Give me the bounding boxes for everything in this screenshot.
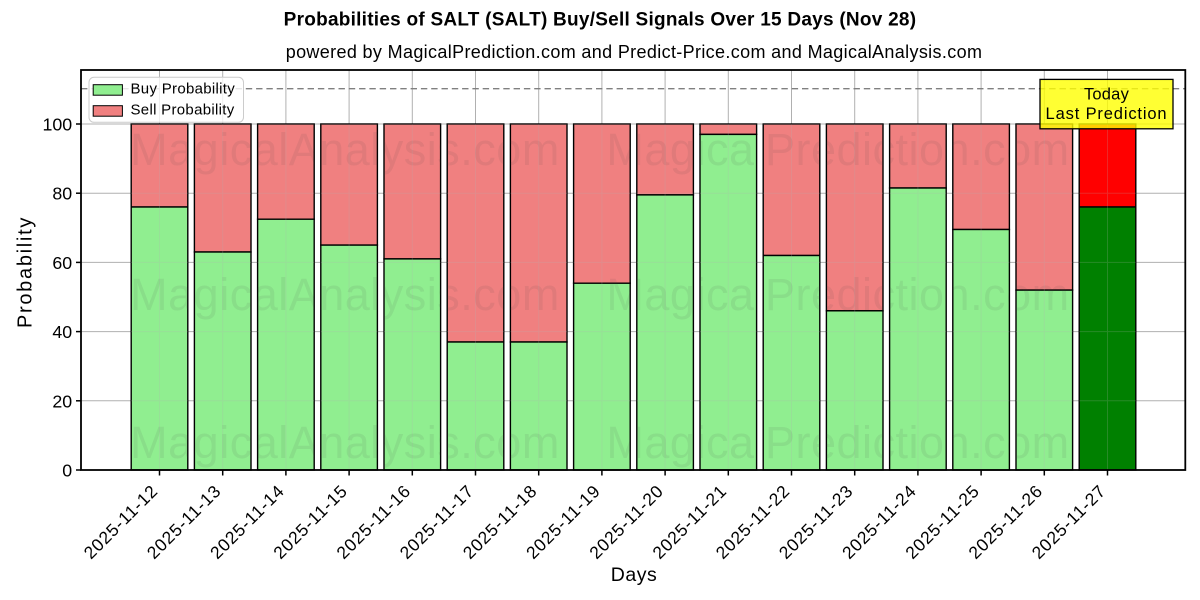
svg-text:MagicalAnalysis.com: MagicalAnalysis.com — [130, 417, 560, 468]
svg-text:40: 40 — [52, 322, 72, 342]
svg-text:Sell Probability: Sell Probability — [131, 102, 235, 119]
svg-text:MagicalPrediction.com: MagicalPrediction.com — [606, 124, 1069, 175]
svg-text:Probabilities of SALT (SALT) B: Probabilities of SALT (SALT) Buy/Sell Si… — [284, 9, 917, 30]
svg-text:Today: Today — [1084, 85, 1130, 103]
svg-text:0: 0 — [62, 461, 72, 481]
svg-text:MagicalAnalysis.com: MagicalAnalysis.com — [130, 124, 560, 175]
svg-text:powered by MagicalPrediction.c: powered by MagicalPrediction.com and Pre… — [286, 42, 983, 62]
svg-text:Buy Probability: Buy Probability — [131, 81, 236, 98]
svg-text:100: 100 — [43, 115, 73, 135]
svg-text:Last Prediction: Last Prediction — [1046, 105, 1168, 123]
svg-text:Days: Days — [611, 564, 657, 586]
svg-text:60: 60 — [52, 253, 72, 273]
svg-text:Probability: Probability — [15, 216, 37, 328]
svg-text:MagicalPrediction.com: MagicalPrediction.com — [606, 269, 1069, 320]
svg-text:20: 20 — [52, 391, 72, 411]
svg-text:MagicalAnalysis.com: MagicalAnalysis.com — [130, 269, 560, 320]
svg-text:MagicalPrediction.com: MagicalPrediction.com — [606, 417, 1069, 468]
svg-text:80: 80 — [52, 184, 72, 204]
